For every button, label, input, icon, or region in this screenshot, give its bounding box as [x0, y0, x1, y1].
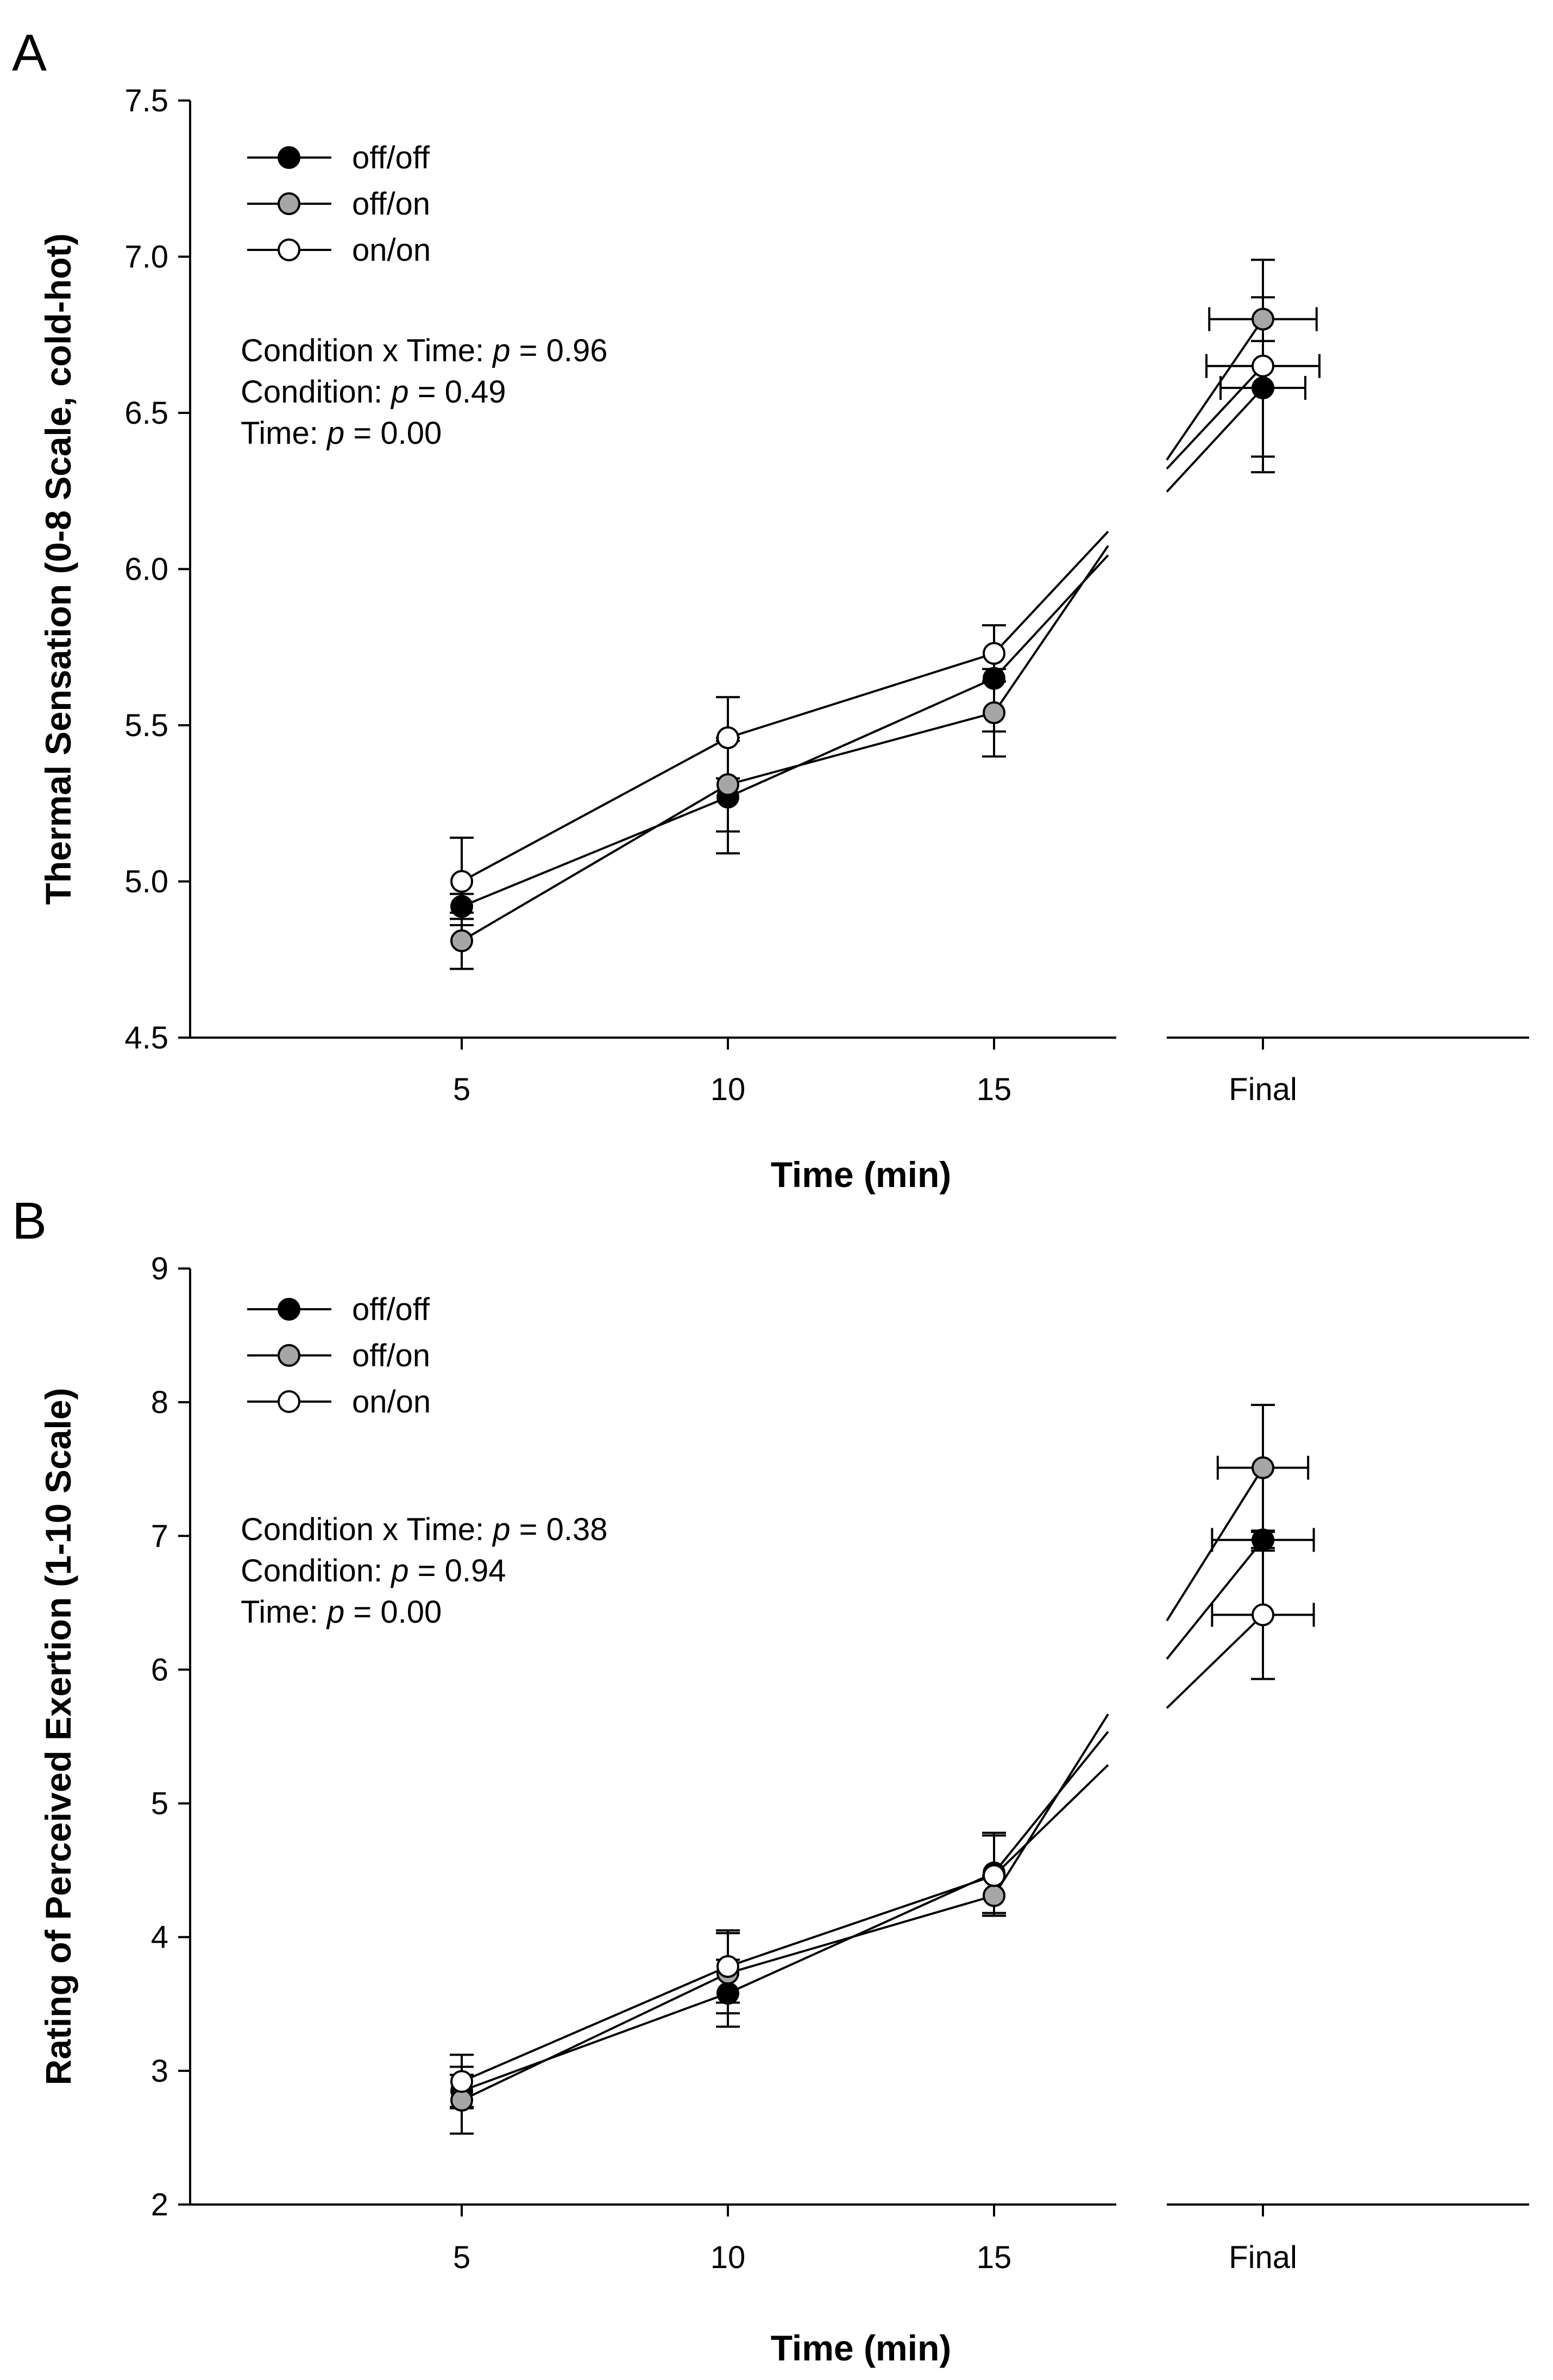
legend-label: off/on [352, 186, 430, 222]
series-line-on-on [461, 365, 1264, 883]
x-tick-label: 5 [453, 2240, 470, 2275]
data-point-off-off [1252, 1528, 1274, 1552]
data-point-off-on [450, 929, 473, 952]
series-line-off-off [461, 1539, 1264, 2092]
data-point-off-off [983, 667, 1005, 690]
data-point-off-on [1252, 1456, 1274, 1479]
legend-label: off/off [352, 1292, 430, 1327]
y-tick-label: 4.5 [124, 1020, 168, 1056]
y-tick-label: 5 [151, 1786, 168, 1822]
data-point-off-off [716, 1982, 739, 2005]
data-point-off-on [983, 701, 1005, 724]
stat-annotation: Condition: p = 0.49 [241, 374, 506, 410]
legend-label: on/on [352, 1384, 431, 1420]
data-point-on-on [716, 1955, 739, 1978]
y-tick-label: 3 [151, 2054, 168, 2089]
x-axis-title: Time (min) [771, 2328, 951, 2368]
stat-annotation: Condition x Time: p = 0.96 [241, 333, 607, 368]
legend-label: on/on [352, 233, 431, 268]
data-point-on-on [450, 2070, 473, 2093]
data-point-off-on [716, 773, 739, 796]
x-tick-label: 15 [977, 2240, 1012, 2275]
legend-label: off/off [352, 140, 430, 175]
data-point-on-on [1252, 354, 1274, 378]
y-tick-label: 8 [151, 1385, 168, 1420]
data-point-off-on [450, 2089, 473, 2112]
y-tick-label: 5.5 [124, 708, 168, 743]
data-point-off-off [450, 895, 473, 918]
x-tick-label: 10 [711, 1072, 746, 1107]
x-axis-title: Time (min) [771, 1154, 951, 1195]
data-point-on-on [716, 726, 739, 749]
series-line-off-on [461, 318, 1264, 942]
stat-annotation: Condition x Time: p = 0.38 [241, 1512, 607, 1547]
panel-letter: A [12, 24, 47, 82]
data-point-on-on [983, 1864, 1005, 1887]
stat-annotation: Time: p = 0.00 [241, 416, 442, 451]
y-tick-label: 6.5 [124, 395, 168, 431]
y-tick-label: 9 [151, 1251, 168, 1286]
panel-letter: B [12, 1192, 47, 1250]
y-tick-label: 7.5 [124, 83, 168, 118]
y-tick-label: 5.0 [124, 864, 168, 900]
y-tick-label: 7.0 [124, 240, 168, 275]
legend-marker [278, 1390, 300, 1413]
y-tick-label: 4 [151, 1920, 168, 1955]
y-tick-label: 2 [151, 2187, 168, 2222]
series-line-on-on [461, 1614, 1264, 2083]
legend-label: off/on [352, 1338, 430, 1373]
stat-annotation: Condition: p = 0.94 [241, 1553, 506, 1588]
chart-panel-b: B 2 3 4 5 6 7 8 9 5 10 15 Final Time (min) Rating of P… [12, 1192, 1529, 2368]
data-point-on-on [450, 870, 473, 893]
legend-marker [278, 1298, 300, 1321]
stat-annotation: Time: p = 0.00 [241, 1594, 442, 1630]
data-point-on-on [983, 642, 1005, 665]
legend-marker [278, 192, 300, 215]
data-point-on-on [1252, 1603, 1274, 1627]
data-point-off-on [1252, 307, 1274, 331]
y-axis-title: Rating of Perceived Exertion (1-10 Scale… [38, 1388, 78, 2086]
legend-marker [278, 1344, 300, 1367]
x-tick-label: Final [1229, 1072, 1297, 1107]
x-tick-label: 15 [977, 1072, 1012, 1107]
series-line-off-off [461, 387, 1264, 908]
chart-panel-a: A 4.5 5.0 5.5 6.0 6.5 7.0 7.5 5 10 15 Final Time (mi… [12, 24, 1529, 1195]
y-tick-label: 6.0 [124, 552, 168, 587]
x-tick-label: 5 [453, 1072, 470, 1107]
y-tick-label: 7 [151, 1518, 168, 1554]
y-axis-title: Thermal Sensation (0-8 Scale, cold-hot) [38, 234, 78, 905]
data-point-off-off [1252, 376, 1274, 399]
legend-marker [278, 146, 300, 169]
series-line-off-on [461, 1467, 1264, 2101]
x-tick-label: Final [1229, 2240, 1297, 2275]
x-tick-label: 10 [711, 2240, 746, 2275]
data-point-off-on [983, 1884, 1005, 1907]
y-tick-label: 6 [151, 1652, 168, 1687]
legend-marker [278, 238, 300, 261]
